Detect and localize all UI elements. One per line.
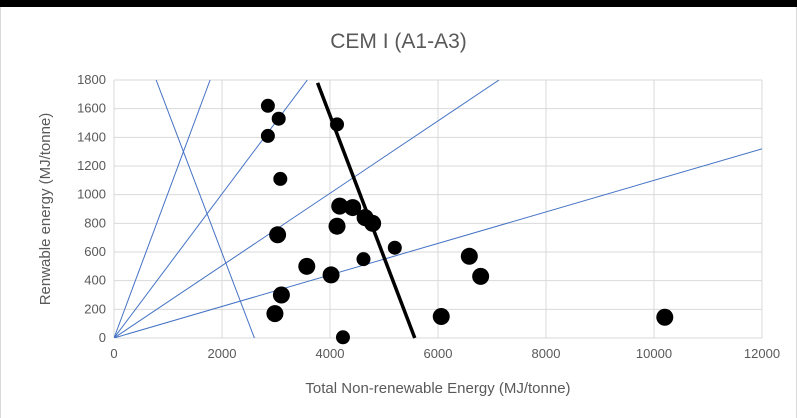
y-tick-label: 1000 — [77, 187, 106, 202]
y-tick-label: 1800 — [77, 72, 106, 87]
data-point — [656, 308, 674, 326]
data-point — [387, 240, 402, 255]
y-tick-label: 200 — [84, 301, 106, 316]
reference-line — [114, 80, 211, 338]
y-tick-label: 800 — [84, 215, 106, 230]
grid-lines — [113, 79, 763, 339]
data-point — [472, 267, 490, 285]
y-tick-label: 600 — [84, 244, 106, 259]
data-point — [460, 247, 478, 265]
data-point — [260, 128, 275, 143]
data-point — [272, 286, 290, 304]
data-point — [328, 217, 346, 235]
data-point — [260, 98, 275, 113]
data-point — [331, 197, 349, 215]
y-axis-title: Renwable energy (MJ/tonne) — [37, 113, 54, 306]
left-border — [0, 7, 1, 418]
data-point — [273, 171, 288, 186]
y-tick-label: 1600 — [77, 101, 106, 116]
data-point — [364, 214, 382, 232]
reference-line — [114, 80, 500, 338]
y-tick-label: 0 — [99, 330, 106, 345]
data-point — [330, 117, 345, 132]
x-tick-label: 12000 — [744, 346, 780, 361]
chart-title: CEM I (A1-A3) — [330, 30, 467, 53]
data-point — [266, 305, 284, 323]
tick-labels: 0 200 400 600 800 1000 1200 1400 1600 1800 0 2000 40… — [77, 72, 780, 361]
x-tick-label: 4000 — [316, 346, 345, 361]
data-point — [432, 308, 450, 325]
data-point — [344, 199, 362, 217]
reference-line — [114, 148, 762, 338]
y-tick-label: 1200 — [77, 158, 106, 173]
data-point — [271, 111, 286, 126]
data-point — [269, 226, 287, 244]
data-point — [335, 330, 350, 345]
x-tick-label: 2000 — [208, 346, 237, 361]
data-points — [260, 98, 674, 345]
data-point — [322, 266, 340, 284]
top-border — [0, 0, 797, 7]
x-axis-title: Total Non-renewable Energy (MJ/tonne) — [305, 380, 570, 397]
x-tick-label: 8000 — [532, 346, 561, 361]
x-tick-label: 10000 — [636, 346, 672, 361]
reference-line — [155, 80, 255, 338]
y-tick-label: 400 — [84, 273, 106, 288]
y-tick-label: 1400 — [77, 129, 106, 144]
data-point — [298, 257, 316, 275]
data-point — [356, 252, 371, 267]
x-tick-label: 0 — [110, 346, 117, 361]
x-tick-label: 6000 — [424, 346, 453, 361]
